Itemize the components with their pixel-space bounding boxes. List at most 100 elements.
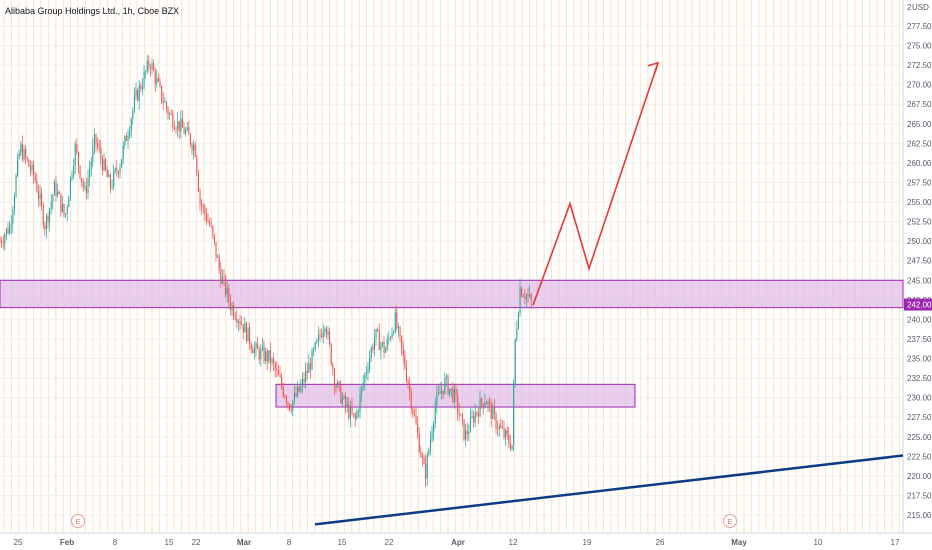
candle xyxy=(452,382,454,404)
candle-body xyxy=(177,120,179,130)
earnings-marker: E xyxy=(723,514,737,528)
candle xyxy=(391,327,393,340)
candle-body xyxy=(55,181,57,196)
candle-body xyxy=(28,159,30,167)
candle-body xyxy=(431,432,433,440)
candle xyxy=(277,364,279,376)
price-tick-label: 262.50 xyxy=(907,139,932,148)
candle xyxy=(79,165,81,180)
candle-body xyxy=(319,334,321,336)
candle xyxy=(220,261,222,288)
time-axis[interactable]: 25 Feb 8 15 22 Mar 8 15 22 Apr 12 19 26 May 10 17 xyxy=(14,538,900,547)
candle xyxy=(213,234,215,246)
candle xyxy=(455,383,457,403)
candle-body xyxy=(89,169,91,178)
candle xyxy=(4,232,6,251)
candle-body xyxy=(412,408,414,414)
candle-body xyxy=(261,346,263,350)
candle xyxy=(266,348,268,371)
candle-body xyxy=(173,127,175,130)
candle xyxy=(172,109,174,132)
candle xyxy=(505,428,507,446)
candle-body xyxy=(484,402,486,408)
candle xyxy=(348,397,350,421)
candle-body xyxy=(429,439,431,450)
candle-body xyxy=(138,85,140,101)
candle-body xyxy=(217,257,219,259)
candle-body xyxy=(404,354,406,368)
candle-body xyxy=(505,430,507,438)
candle xyxy=(525,293,527,308)
price-tick-label: 255.00 xyxy=(907,198,932,207)
candle-body xyxy=(162,100,164,103)
candle xyxy=(513,379,515,452)
candle xyxy=(317,326,319,348)
candle xyxy=(210,218,212,229)
candle-body xyxy=(292,400,294,411)
candle-body xyxy=(354,414,356,419)
candle-body xyxy=(106,169,108,178)
candle xyxy=(325,325,327,339)
candle-body xyxy=(285,397,287,403)
candle xyxy=(143,65,145,90)
candle-body xyxy=(279,375,281,378)
time-tick-label: 10 xyxy=(814,538,823,547)
candle-body xyxy=(367,369,369,373)
candle-body xyxy=(228,288,230,302)
candle xyxy=(509,434,511,452)
candle-body xyxy=(463,419,465,440)
price-tick-label: 217.50 xyxy=(907,491,932,500)
candle xyxy=(281,372,283,390)
candle-body xyxy=(132,109,134,119)
candle-body xyxy=(313,349,315,351)
candle xyxy=(45,213,47,239)
candle-body xyxy=(85,186,87,194)
candle-body xyxy=(308,363,310,373)
candle xyxy=(61,195,63,214)
candle-body xyxy=(290,410,292,411)
candle-body xyxy=(140,85,142,90)
candle-body xyxy=(394,312,396,332)
candle xyxy=(242,324,244,340)
candle xyxy=(255,340,257,357)
candle-body xyxy=(52,195,54,203)
candle xyxy=(276,361,278,378)
candle xyxy=(407,379,409,389)
candle xyxy=(231,302,233,316)
candle-body xyxy=(418,433,420,453)
candle xyxy=(17,153,19,178)
zone-2 xyxy=(275,383,636,408)
candle xyxy=(111,179,113,191)
candle-body xyxy=(41,193,43,206)
candle-body xyxy=(439,392,441,394)
candle-body xyxy=(493,407,495,414)
candle-body xyxy=(436,393,438,406)
candle xyxy=(239,314,241,330)
price-tick-label: 260.00 xyxy=(907,159,932,168)
candle xyxy=(223,269,225,286)
candle xyxy=(261,338,263,352)
candle xyxy=(71,170,73,182)
candle xyxy=(375,328,377,346)
candle xyxy=(319,329,321,342)
candle-body xyxy=(204,206,206,214)
candle xyxy=(410,387,412,414)
candle xyxy=(237,318,239,332)
candle-body xyxy=(465,430,467,440)
candle-body xyxy=(141,86,143,90)
candle xyxy=(44,221,46,236)
candle xyxy=(253,341,255,360)
candle-body xyxy=(18,152,20,158)
candle xyxy=(228,284,230,309)
candle xyxy=(383,336,385,358)
candle-body xyxy=(220,268,222,284)
price-axis[interactable]: 215.00 217.50 220.00 222.50 225.00 227.50 230.… xyxy=(904,3,932,520)
candle xyxy=(405,359,407,383)
candle-body xyxy=(383,342,385,353)
candle xyxy=(519,278,521,317)
candle xyxy=(284,393,286,400)
candle xyxy=(337,379,339,389)
candle-body xyxy=(167,108,169,115)
candle-body xyxy=(249,327,251,345)
